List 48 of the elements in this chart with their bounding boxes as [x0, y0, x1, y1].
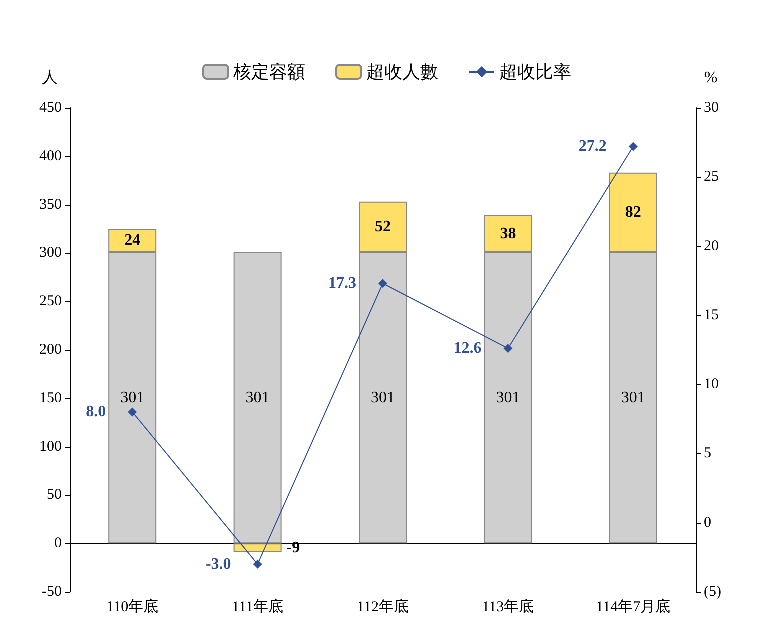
y2-tick-label: 20	[704, 238, 719, 254]
data-label: 301	[246, 389, 270, 406]
y2-tick-label: 25	[704, 169, 719, 186]
data-label: -3.0	[206, 556, 232, 573]
data-label: 27.2	[578, 138, 607, 156]
legend-label: 核定容額	[232, 62, 306, 82]
point	[504, 344, 513, 354]
y-tick-label: 250	[40, 294, 62, 310]
y-tick-label: 100	[40, 438, 62, 455]
data-label: 301	[621, 389, 646, 406]
point	[378, 279, 388, 288]
data-label: 24	[124, 232, 141, 250]
y-tick-label: 0	[54, 536, 62, 552]
y2-tick-label: 30	[704, 100, 719, 116]
x-tick-label: 112年底	[357, 598, 409, 616]
y-tick-label: 450	[40, 100, 62, 116]
y2-tick-label: 10	[704, 376, 719, 393]
data-label: 38	[500, 225, 516, 242]
y2-tick-label: 15	[704, 307, 719, 324]
x-tick-label: 113年底	[482, 598, 534, 616]
y-axis-title: 人	[42, 70, 58, 86]
point	[128, 408, 138, 417]
y-tick-label: 300	[40, 245, 62, 262]
y-tick-label: -50	[42, 584, 62, 600]
y-tick-label: 50	[47, 487, 62, 504]
x-tick-label: 110年底	[106, 598, 159, 616]
y-tick-label: 150	[40, 390, 62, 406]
data-label: 301	[120, 389, 145, 406]
y2-axis-title: %	[704, 70, 718, 86]
data-label: 17.3	[328, 275, 356, 292]
point	[628, 142, 638, 152]
data-label: 82	[625, 204, 642, 222]
x-tick-label: 111年底	[232, 598, 284, 616]
y2-tick-label: 5	[704, 446, 712, 462]
data-label: 52	[375, 218, 391, 236]
y-tick-label: 350	[40, 196, 62, 213]
legend-label: 超收比率	[500, 62, 572, 82]
x-tick-label: 114年7月底	[596, 598, 671, 616]
data-label: 301	[371, 389, 395, 406]
y2-tick-label: 0	[704, 514, 712, 531]
legend-label: 超收人數	[366, 62, 438, 82]
y2-tick-label: (5)	[704, 584, 722, 600]
data-label: 12.6	[454, 340, 482, 358]
data-label: 301	[496, 389, 520, 406]
y-tick-label: 400	[40, 148, 62, 164]
point	[253, 560, 262, 569]
y-tick-label: 200	[40, 342, 62, 358]
data-label: 8.0	[86, 404, 106, 421]
